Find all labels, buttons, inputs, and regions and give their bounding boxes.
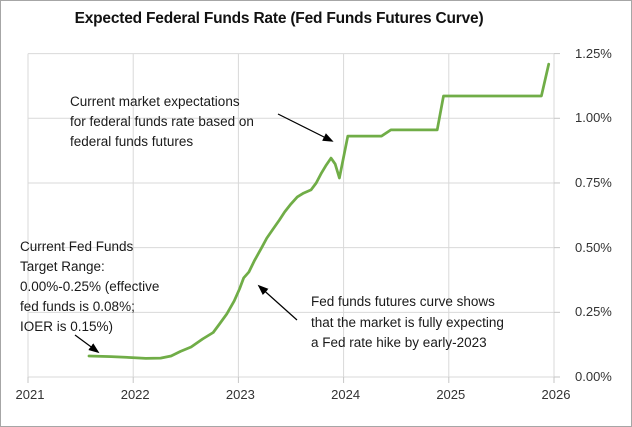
annotation-line: 0.00%-0.25% (effective [20,279,160,294]
y-tick-label: 1.25% [575,45,612,61]
annotation-line: fed funds is 0.08%; [20,299,135,314]
futures-curve-line [87,62,551,360]
x-tick-label: 2021 [15,387,45,402]
x-tick-label: 2026 [541,387,571,402]
chart-title: Expected Federal Funds Rate (Fed Funds F… [74,10,484,27]
annotation-line: a Fed rate hike by early-2023 [311,335,487,350]
x-tick-label: 2025 [436,387,466,402]
annotation-target-range: Current Fed Funds Target Range: 0.00%-0.… [20,237,159,337]
y-tick-label: 0.50% [575,239,612,255]
annotation-line: for federal funds rate based on [70,114,254,129]
axis-ticks [27,53,560,383]
annotation-market-expectations: Current market expectations for federal … [70,92,254,152]
x-tick-label: 2024 [331,387,361,402]
annotation-rate-hike: Fed funds futures curve shows that the m… [311,292,504,354]
annotation-line: Current Fed Funds [20,239,134,254]
annotation-line: Target Range: [20,259,105,274]
annotation-line: that the market is fully expecting [311,314,504,330]
y-tick-label: 1.00% [575,110,612,126]
y-tick-label: 0.00% [575,369,612,384]
gridlines [27,53,555,378]
x-tick-label: 2023 [225,387,255,402]
annotation-line: Fed funds futures curve shows [311,294,495,309]
y-tick-label: 0.25% [575,304,612,320]
x-tick-label: 2022 [120,387,150,402]
annotation-line: Current market expectations [70,94,240,109]
y-tick-label: 0.75% [575,174,612,190]
annotation-line: IOER is 0.15%) [20,319,114,334]
annotation-line: federal funds futures [70,134,194,149]
annotation-arrows [74,113,334,354]
